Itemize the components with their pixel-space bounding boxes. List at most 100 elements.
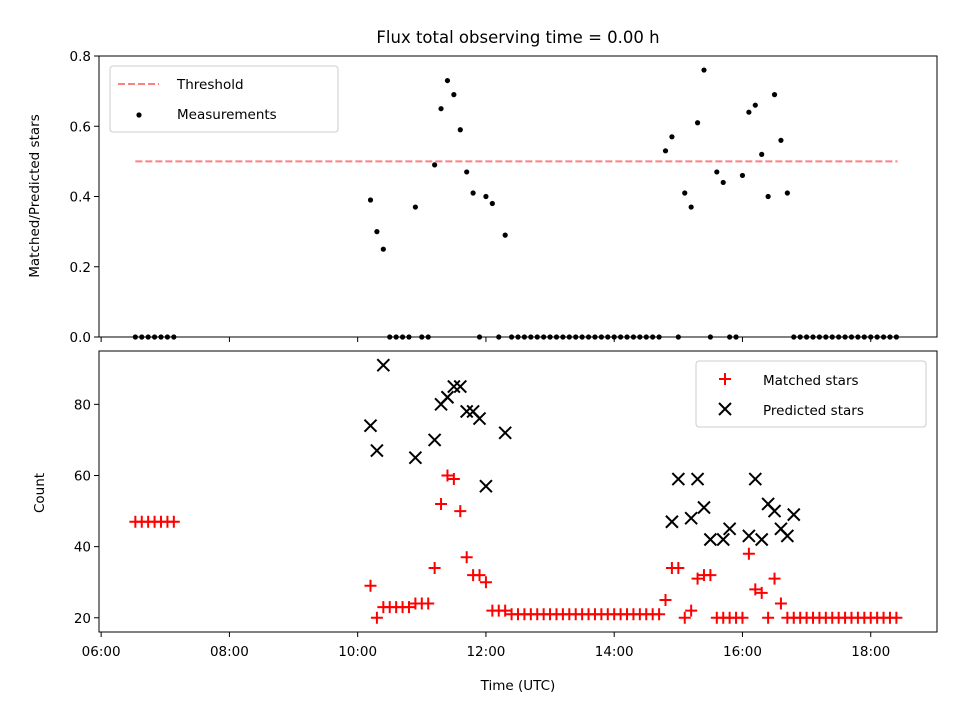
legend-box <box>695 360 927 428</box>
matched-stars-point <box>749 583 762 596</box>
predicted-stars-point <box>780 529 795 543</box>
matched-stars-point <box>678 611 691 624</box>
x-tick-label: 06:00 <box>82 644 121 660</box>
measurement-point <box>502 232 508 238</box>
predicted-stars-point <box>453 379 467 394</box>
count-marks <box>129 358 903 624</box>
count-x-axis: 06:00 08:00 10:00 12:00 14:00 16:00 18:00 <box>82 632 890 660</box>
measurement-point <box>374 229 380 235</box>
predicted-stars-point <box>472 411 487 426</box>
measurement-point <box>412 204 418 210</box>
measurement-point <box>739 172 746 179</box>
matched-stars-point <box>742 547 755 560</box>
predicted-stars-point <box>754 532 769 547</box>
x-tick-label: 16:00 <box>723 644 762 660</box>
chart-title: Flux total observing time = 0.00 h <box>376 28 659 47</box>
measurement-point <box>451 92 457 98</box>
measurement-point <box>746 109 752 115</box>
predicted-stars-point <box>748 472 762 486</box>
predicted-stars-point <box>447 379 461 394</box>
y-tick-label: 0.2 <box>70 260 91 276</box>
count-legend: Matched stars Predicted stars <box>695 360 927 428</box>
measurement-point <box>694 120 701 126</box>
measurement-point <box>483 193 489 200</box>
matched-legend-label: Matched stars <box>763 373 859 389</box>
matched-stars-point <box>460 551 473 564</box>
predicted-stars-point <box>440 390 455 404</box>
matched-stars-point <box>428 561 441 574</box>
count-panel: 20 40 60 80 06:00 08:00 10:00 12:00 14:00 16:00 1… <box>32 350 938 694</box>
predicted-stars-point <box>787 507 801 522</box>
measurement-point <box>701 67 707 73</box>
measurement-point <box>489 200 495 207</box>
y-tick-label: 0.8 <box>70 49 91 65</box>
threshold-legend-label: Threshold <box>176 77 244 93</box>
measurement-point <box>771 92 778 98</box>
y-tick-label: 40 <box>74 540 91 556</box>
matched-stars-point <box>691 572 704 585</box>
predicted-stars-point <box>498 426 512 440</box>
measurement-point <box>714 169 720 175</box>
count-y-axis-label: Count <box>32 473 48 513</box>
count-axes-frame <box>98 350 938 633</box>
matched-legend-swatch <box>719 373 731 385</box>
predicted-stars-point <box>427 433 442 447</box>
predicted-stars-point <box>459 404 474 419</box>
matched-stars-point <box>435 497 448 510</box>
predicted-stars-point <box>479 479 493 493</box>
y-tick-label: 0.4 <box>70 190 91 206</box>
measurement-point <box>380 246 386 252</box>
matched-stars-point <box>762 611 775 624</box>
measurement-point <box>444 77 451 84</box>
measurement-point <box>457 127 463 133</box>
y-tick-label: 60 <box>74 468 91 484</box>
ratio-legend: Threshold Measurements <box>109 65 339 133</box>
ratio-x-axis <box>100 337 872 342</box>
measurement-point <box>688 204 694 210</box>
measurement-point <box>765 193 771 200</box>
measurement-point <box>669 134 675 140</box>
matched-stars-point <box>441 469 454 482</box>
y-tick-label: 20 <box>74 611 91 627</box>
predicted-stars-point <box>742 529 756 543</box>
predicted-stars-point <box>703 532 718 547</box>
matched-stars-point <box>479 576 492 589</box>
x-tick-label: 10:00 <box>338 644 377 660</box>
predicted-stars-point <box>363 418 378 433</box>
predicted-stars-point <box>665 515 679 529</box>
measurement-point <box>682 190 688 196</box>
matched-stars-point <box>402 601 415 614</box>
matched-stars-point <box>364 579 377 592</box>
legend-box <box>109 65 339 133</box>
x-tick-label: 08:00 <box>210 644 249 660</box>
predicted-legend-label: Predicted stars <box>763 403 864 419</box>
matched-stars-point <box>499 604 512 617</box>
ratio-y-axis: 0.0 0.2 0.4 0.6 0.8 <box>70 49 99 346</box>
ratio-y-axis-label: Matched/Predicted stars <box>27 114 43 277</box>
matched-stars-point <box>736 611 749 624</box>
matched-stars-point <box>890 611 903 624</box>
ratio-marks <box>132 67 899 340</box>
y-tick-label: 0.0 <box>70 330 91 346</box>
predicted-stars-point <box>671 472 686 486</box>
matched-stars-point <box>672 561 685 574</box>
measurement-point <box>438 106 444 112</box>
predicted-stars-point <box>716 532 730 547</box>
x-tick-label: 14:00 <box>595 644 634 660</box>
measurement-point <box>464 169 470 175</box>
x-tick-label: 18:00 <box>851 644 890 660</box>
y-tick-label: 0.6 <box>70 119 91 135</box>
matched-stars-point <box>454 505 467 518</box>
matched-stars-point <box>422 597 435 610</box>
measurement-point <box>784 190 790 196</box>
predicted-stars-point <box>684 511 698 525</box>
predicted-stars-point <box>376 358 391 372</box>
predicted-stars-point <box>370 443 384 458</box>
matched-stars-point <box>370 611 383 624</box>
predicted-stars-point <box>697 500 711 515</box>
matched-stars-point <box>774 597 787 610</box>
matched-stars-point <box>447 473 460 486</box>
y-tick-label: 80 <box>74 397 91 413</box>
predicted-stars-point <box>690 472 705 486</box>
